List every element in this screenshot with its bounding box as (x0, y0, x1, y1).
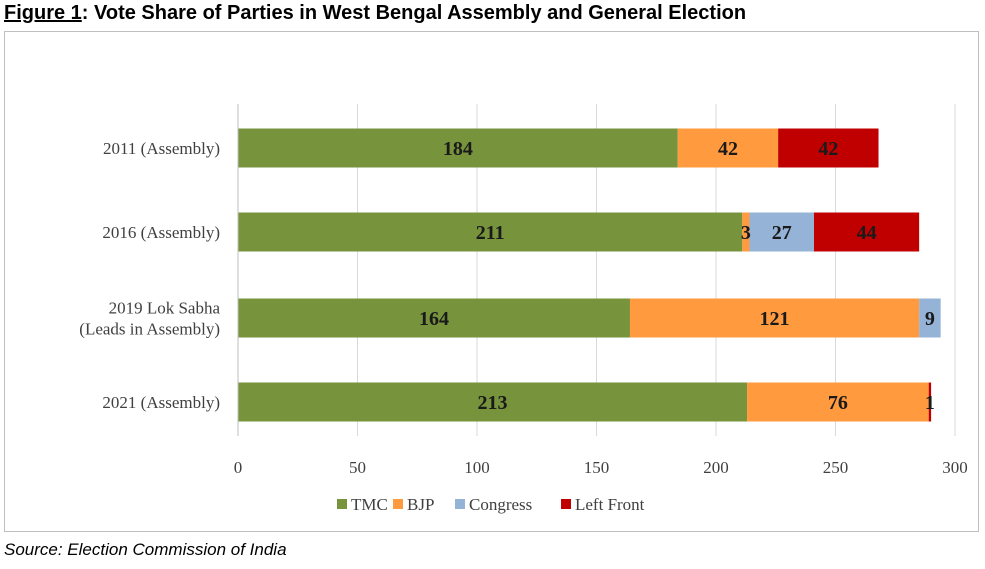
bar-bjp (747, 382, 929, 422)
data-label: 42 (818, 138, 838, 160)
x-tick-label: 50 (349, 458, 366, 477)
bar-bjp (629, 298, 920, 338)
data-label: 9 (925, 308, 935, 330)
category-label: 2011 (Assembly) (103, 139, 220, 158)
legend-label: BJP (407, 495, 434, 514)
bar-congress (919, 298, 941, 338)
bar-tmc (238, 128, 678, 168)
legend-label: Left Front (575, 495, 645, 514)
bar-bjp (677, 128, 779, 168)
bar-tmc (238, 212, 743, 252)
legend: TMC BJP Congress Left Front (337, 495, 645, 514)
bar-left-front (928, 382, 932, 422)
legend-swatch (393, 499, 403, 509)
bar-congress (749, 212, 814, 252)
chart-frame (4, 31, 979, 532)
data-labels: 184 42 42 211 3 27 44 164 121 9 213 76 1 (419, 138, 935, 414)
category-label: (Leads in Assembly) (79, 320, 220, 339)
bar-left-front (778, 128, 879, 168)
category-label: 2021 (Assembly) (102, 393, 220, 412)
data-label: 211 (476, 222, 505, 244)
bar-tmc (238, 382, 748, 422)
x-tick-label: 100 (464, 458, 490, 477)
legend-swatch (337, 499, 347, 509)
legend-label: Congress (469, 495, 532, 514)
legend-swatch (455, 499, 465, 509)
x-tick-label: 250 (823, 458, 849, 477)
data-label: 3 (741, 222, 751, 244)
bar-tmc (238, 298, 630, 338)
data-label: 184 (443, 138, 473, 160)
data-label: 76 (828, 392, 848, 414)
data-label: 42 (718, 138, 738, 160)
x-tick-label: 200 (703, 458, 729, 477)
data-label: 164 (419, 308, 449, 330)
legend-label: TMC (351, 495, 388, 514)
data-label: 44 (857, 222, 877, 244)
figure-title-text: : Vote Share of Parties in West Bengal A… (81, 2, 747, 24)
data-label: 27 (772, 222, 792, 244)
data-label: 213 (478, 392, 508, 414)
data-label: 1 (925, 392, 935, 414)
source-note: Source: Election Commission of India (4, 540, 287, 559)
category-label: 2016 (Assembly) (102, 223, 220, 242)
category-label: 2019 Lok Sabha (109, 299, 221, 318)
figure-title: Figure 1: Vote Share of Parties in West … (4, 2, 746, 25)
axes: 0 50 100 150 200 250 300 2011 (Assembly) 2016 (A… (79, 104, 968, 477)
figure-number: Figure 1 (4, 2, 82, 24)
bar-bjp (742, 212, 750, 252)
x-tick-label: 150 (584, 458, 610, 477)
bars (238, 128, 941, 422)
x-tick-label: 300 (942, 458, 968, 477)
bar-left-front (813, 212, 920, 252)
x-tick-label: 0 (234, 458, 243, 477)
data-label: 121 (760, 308, 790, 330)
legend-swatch (561, 499, 571, 509)
